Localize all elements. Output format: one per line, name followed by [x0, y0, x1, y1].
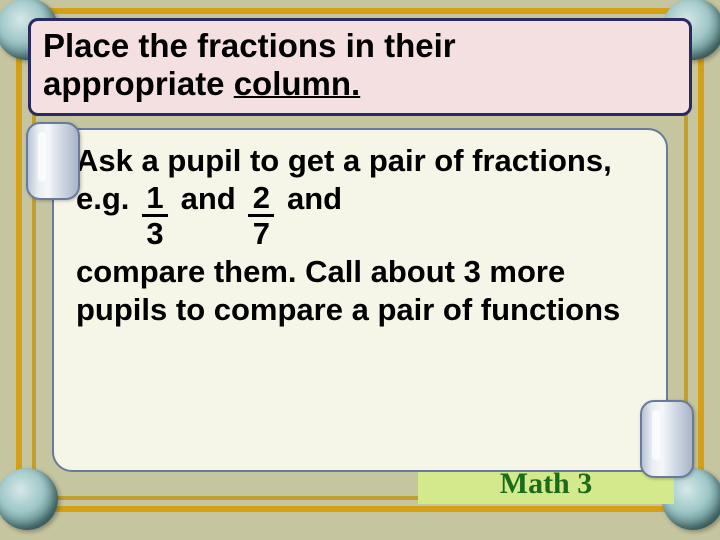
scroll-roll-icon: [640, 400, 694, 478]
fraction-1-den: 3: [142, 218, 168, 249]
fraction-1-num: 1: [142, 182, 168, 213]
title-line2-underlined: column.: [234, 65, 361, 102]
fraction-1: 13: [142, 182, 168, 249]
fraction-2-num: 2: [248, 182, 274, 213]
title-box: Place the fractions in their appropriate…: [28, 18, 692, 116]
scroll-panel: Ask a pupil to get a pair of fractions, …: [28, 128, 692, 472]
title-line2-prefix: appropriate: [43, 65, 234, 102]
title-line1: Place the fractions in their: [43, 27, 456, 64]
corner-sphere-bl: [0, 468, 58, 530]
instruction-and2: and: [278, 181, 342, 216]
fraction-2: 27: [248, 182, 274, 249]
instruction-body: Ask a pupil to get a pair of fractions, …: [52, 128, 668, 472]
instruction-and1: and: [172, 181, 244, 216]
instruction-part2: compare them. Call about 3 more pupils t…: [76, 254, 620, 327]
fraction-2-den: 7: [248, 218, 274, 249]
scroll-roll-icon: [26, 122, 80, 200]
